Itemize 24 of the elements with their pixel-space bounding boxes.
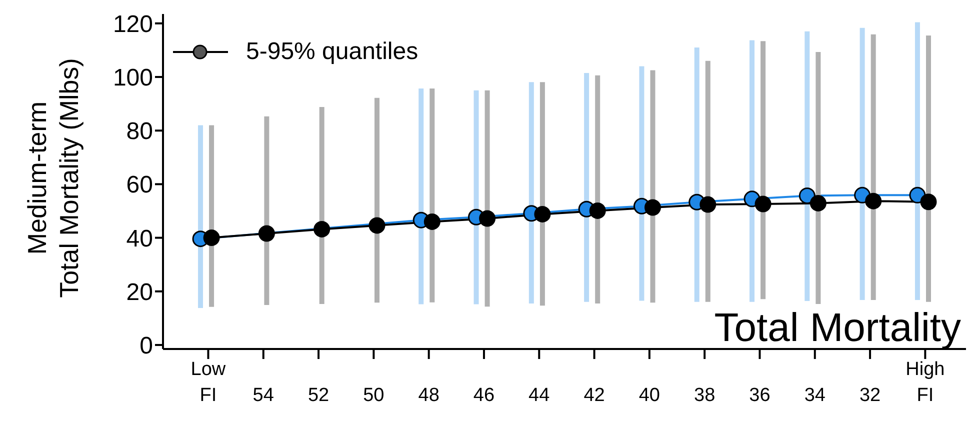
y-tick-label: 40 [126,225,153,252]
y-tick-label: 0 [140,332,153,360]
x-tick-label: 42 [584,385,605,406]
x-tick-label: 48 [418,385,440,406]
x-tick-label: 34 [804,385,826,406]
y-tick-label: 100 [112,64,153,92]
x-tick-label: 52 [308,385,330,406]
x-tick-label: 44 [528,385,550,406]
x-tick-label: High FI [906,359,945,406]
y-tick-label: 60 [126,172,153,199]
y-tick-label: 80 [126,118,153,146]
x-tick-label: 54 [252,385,274,406]
x-tick-label: 38 [694,385,716,406]
y-axis-title: Medium-term Total Mortality (Mlbs) [21,58,85,298]
x-tick-label: 46 [473,385,495,406]
annotation: 5-95% quantiles [246,38,418,66]
x-tick-label: 32 [859,385,881,406]
x-tick-label: 36 [749,385,770,406]
x-tick-label: Low FI [190,359,226,406]
y-tick-label: 120 [112,10,153,38]
text: Total Mortality [714,306,961,350]
x-tick-label: 50 [363,385,384,406]
y-tick-label: 20 [126,278,153,306]
x-tick-label: 40 [638,385,660,406]
